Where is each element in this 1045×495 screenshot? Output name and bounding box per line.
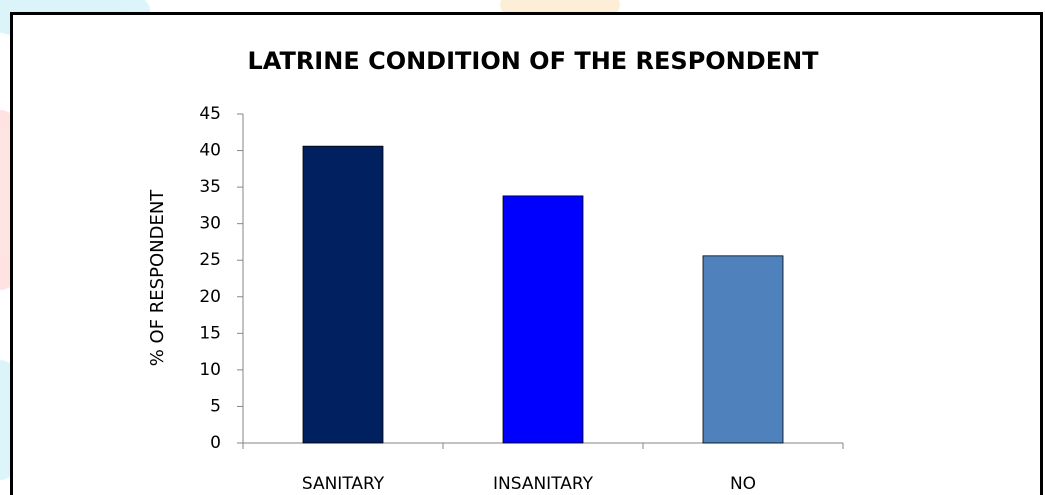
y-tick-label: 35: [199, 177, 221, 197]
y-tick-label: 5: [210, 396, 221, 416]
x-tick-label: INSANITARY: [493, 474, 594, 494]
y-tick-label: 20: [199, 287, 221, 307]
bar: [302, 145, 384, 444]
bar: [502, 195, 584, 444]
y-tick-label: 0: [210, 433, 221, 453]
y-tick-label: 25: [199, 250, 221, 270]
y-tick-label: 15: [199, 323, 221, 343]
y-tick-label: 40: [199, 141, 221, 161]
bar: [702, 255, 784, 444]
y-tick-label: 45: [199, 104, 221, 124]
y-tick-label: 10: [199, 360, 221, 380]
y-axis-label: % OF RESPONDENT: [147, 189, 168, 367]
x-tick-label: SANITARY: [302, 474, 385, 494]
y-tick-label: 30: [199, 214, 221, 234]
x-tick-label: NO: [730, 474, 756, 494]
chart-title: LATRINE CONDITION OF THE RESPONDENT: [247, 47, 819, 75]
